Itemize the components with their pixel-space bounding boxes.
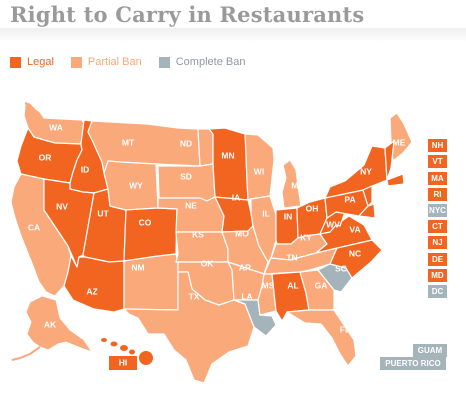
region-box-nh: NH xyxy=(428,139,447,152)
state-label-nc: NC xyxy=(349,248,361,258)
state-label-az: AZ xyxy=(86,286,97,296)
region-box-guam: GUAM xyxy=(413,344,447,357)
region-box-ct: CT xyxy=(428,220,447,233)
state-label-pa: PA xyxy=(344,194,355,204)
state-label-id: ID xyxy=(81,164,90,174)
state-label-wv: WV xyxy=(326,219,340,229)
state-label-ny: NY xyxy=(360,166,372,176)
legend-item-complete-ban: Complete Ban xyxy=(158,56,246,68)
region-box-nyc: NYC xyxy=(428,204,447,217)
region-box-vt: VT xyxy=(428,155,447,168)
state-sd xyxy=(157,163,216,202)
state-label-or: OR xyxy=(39,152,52,162)
state-co xyxy=(123,207,178,262)
state-label-al: AL xyxy=(287,280,298,290)
state-fl xyxy=(286,309,357,367)
state-label-il: IL xyxy=(262,208,270,218)
state-nd xyxy=(197,128,214,167)
state-label-nm: NM xyxy=(131,262,144,272)
state-label-hi: HI xyxy=(119,357,128,367)
region-box-ma: MA xyxy=(428,172,447,185)
legend-label-complete-ban: Complete Ban xyxy=(175,56,246,68)
region-box-de: DE xyxy=(428,253,447,266)
state-az xyxy=(63,255,125,313)
state-label-mn: MN xyxy=(221,150,234,160)
region-box-puerto-rico: PUERTO RICO xyxy=(380,357,446,370)
state-label-co: CO xyxy=(139,217,152,227)
state-label-ak: AK xyxy=(44,319,57,329)
state-label-sd: SD xyxy=(180,171,192,181)
state-tx xyxy=(123,271,255,384)
state-hi xyxy=(101,338,153,365)
state-new-england-3 xyxy=(358,203,376,219)
state-label-oh: OH xyxy=(306,203,319,213)
state-label-ok: OK xyxy=(201,258,215,268)
page-title: Right to Carry in Restaurants xyxy=(10,2,365,27)
state-label-wa: WA xyxy=(49,122,63,132)
legend-label-partial-ban: Partial Ban xyxy=(87,56,142,68)
legend: Legal Partial Ban Complete Ban xyxy=(10,55,262,69)
state-label-sc: SC xyxy=(335,263,347,273)
region-box-dc: DC xyxy=(428,285,447,298)
state-label-fl: FL xyxy=(340,324,350,334)
legend-label-legal: Legal xyxy=(27,56,54,68)
state-label-tn: TN xyxy=(286,252,297,262)
state-label-nd: ND xyxy=(180,138,192,148)
legend-item-legal: Legal xyxy=(10,56,54,68)
state-label-wi: WI xyxy=(254,166,264,176)
region-box-ri: RI xyxy=(428,188,447,201)
legend-swatch-partial-ban xyxy=(70,56,82,68)
state-label-ks: KS xyxy=(192,229,204,239)
state-new-england-4 xyxy=(386,173,405,187)
state-label-me: ME xyxy=(393,137,406,147)
state-label-nv: NV xyxy=(56,201,68,211)
state-label-mo: MO xyxy=(235,228,249,238)
header-divider xyxy=(0,28,466,42)
region-box-nj: NJ xyxy=(428,236,447,249)
state-label-mt: MT xyxy=(122,137,135,147)
state-label-tx: TX xyxy=(189,291,200,301)
state-new-england-1 xyxy=(384,140,395,181)
state-ak xyxy=(11,295,94,361)
state-label-va: VA xyxy=(349,224,360,234)
state-label-la: LA xyxy=(241,291,252,301)
state-new-england-2 xyxy=(362,185,373,207)
state-label-ut: UT xyxy=(97,208,109,218)
state-label-ne: NE xyxy=(185,200,197,210)
state-label-ga: GA xyxy=(315,280,328,290)
state-label-ia: IA xyxy=(232,192,241,202)
state-label-ms: MS xyxy=(262,280,275,290)
legend-swatch-legal xyxy=(10,56,21,68)
state-label-in: IN xyxy=(284,211,293,221)
label-box-hi xyxy=(109,356,137,370)
region-box-md: MD xyxy=(428,269,447,282)
state-label-ky: KY xyxy=(300,232,312,242)
state-label-ar: AR xyxy=(239,262,251,272)
state-label-mi: MI xyxy=(291,180,300,190)
legend-item-partial-ban: Partial Ban xyxy=(70,56,142,68)
legend-swatch-complete-ban xyxy=(158,56,170,68)
state-label-ca: CA xyxy=(28,222,40,232)
state-label-wy: WY xyxy=(129,180,143,190)
